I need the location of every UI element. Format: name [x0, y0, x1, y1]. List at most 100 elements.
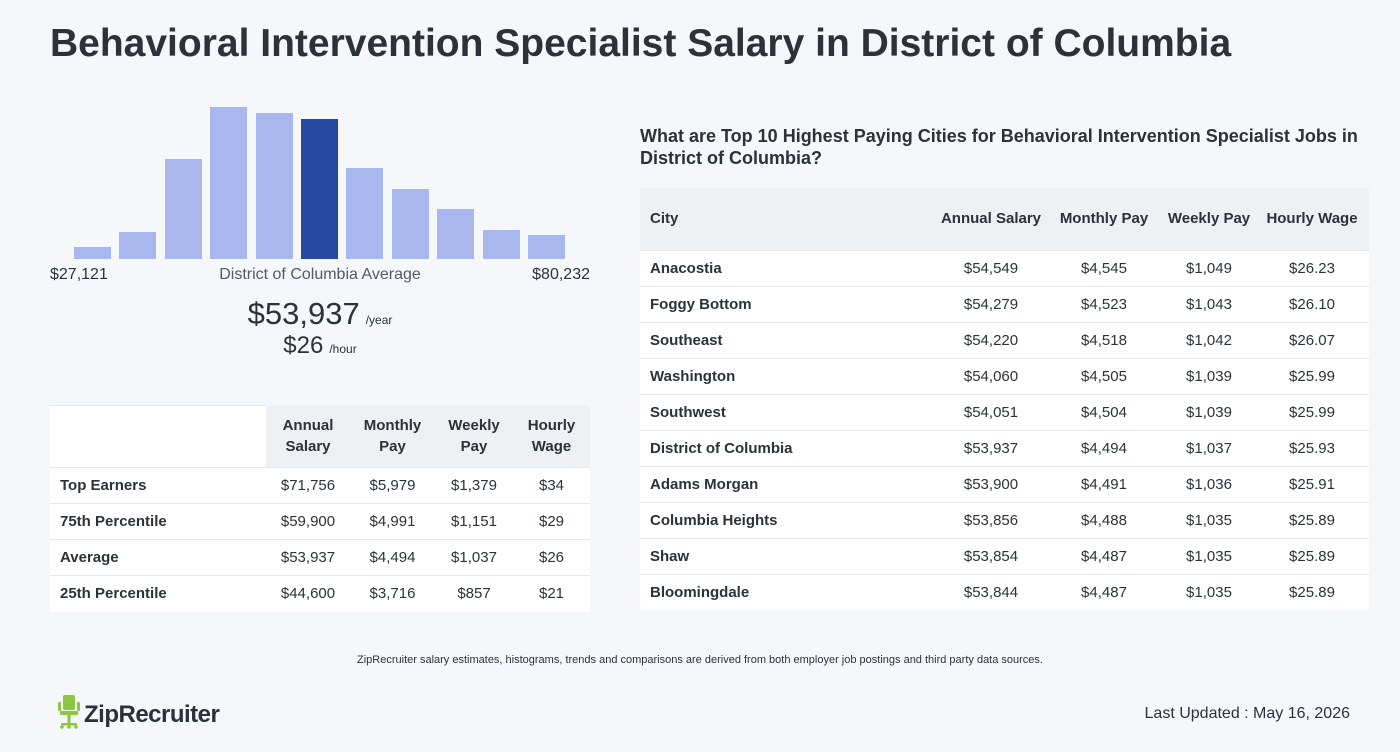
hourly-wage-cell: $25.89 [1255, 501, 1369, 538]
percentile-header-monthly: Monthly Pay [350, 405, 435, 468]
table-row: Washington $54,060 $4,505 $1,039 $25.99 [640, 357, 1369, 394]
hourly-wage-cell: $21 [513, 575, 590, 612]
hourly-wage-cell: $25.89 [1255, 573, 1369, 610]
histogram-bar [301, 119, 338, 259]
monthly-pay-cell: $3,716 [350, 575, 435, 612]
city-name: Southwest [640, 393, 937, 430]
hourly-wage-cell: $26.10 [1255, 285, 1369, 322]
histogram-bar [255, 113, 293, 259]
top-cities-table: City Annual Salary Monthly Pay Weekly Pa… [640, 188, 1369, 610]
average-hourly-wage: $26/hour [0, 332, 640, 360]
monthly-pay-cell: $4,488 [1045, 501, 1163, 538]
weekly-pay-cell: $1,151 [435, 503, 513, 540]
monthly-pay-cell: $4,487 [1045, 537, 1163, 574]
city-name: Adams Morgan [640, 465, 937, 502]
table-row: Anacostia $54,549 $4,545 $1,049 $26.23 [640, 249, 1369, 286]
weekly-pay-cell: $1,043 [1163, 285, 1255, 322]
weekly-pay-cell: $1,039 [1163, 393, 1255, 430]
row-label: 25th Percentile [50, 575, 266, 612]
histogram-bar [482, 230, 520, 259]
hourly-wage-cell: $25.89 [1255, 537, 1369, 574]
hourly-wage-cell: $26.07 [1255, 321, 1369, 358]
table-row: Shaw $53,854 $4,487 $1,035 $25.89 [640, 537, 1369, 574]
table-row: Adams Morgan $53,900 $4,491 $1,036 $25.9… [640, 465, 1369, 502]
table-row: Southwest $54,051 $4,504 $1,039 $25.99 [640, 393, 1369, 430]
cities-header-monthly: Monthly Pay [1045, 188, 1163, 250]
histogram-bar [210, 107, 248, 259]
annual-salary-unit: /year [365, 313, 393, 327]
annual-salary-cell: $53,937 [266, 539, 350, 576]
weekly-pay-cell: $1,035 [1163, 501, 1255, 538]
annual-salary-cell: $59,900 [266, 503, 350, 540]
hourly-wage-cell: $25.99 [1255, 357, 1369, 394]
histogram-bar [391, 189, 429, 259]
page-title: Behavioral Intervention Specialist Salar… [50, 22, 1232, 65]
histogram-bar [346, 168, 384, 259]
monthly-pay-cell: $4,518 [1045, 321, 1163, 358]
chair-icon [58, 695, 80, 734]
hourly-wage-cell: $25.91 [1255, 465, 1369, 502]
weekly-pay-cell: $1,039 [1163, 357, 1255, 394]
annual-salary-cell: $53,856 [937, 501, 1045, 538]
city-name: Shaw [640, 537, 937, 574]
histogram-min-label: $27,121 [50, 266, 108, 283]
hourly-wage-cell: $26 [513, 539, 590, 576]
annual-salary-cell: $54,279 [937, 285, 1045, 322]
monthly-pay-cell: $4,505 [1045, 357, 1163, 394]
hourly-wage-cell: $34 [513, 467, 590, 504]
weekly-pay-cell: $1,036 [1163, 465, 1255, 502]
table-row: 25th Percentile $44,600 $3,716 $857 $21 [50, 575, 590, 612]
monthly-pay-cell: $4,491 [1045, 465, 1163, 502]
histogram-bar [74, 247, 111, 259]
histogram-max-label: $80,232 [532, 266, 590, 283]
table-row: Bloomingdale $53,844 $4,487 $1,035 $25.8… [640, 573, 1369, 610]
table-row: Average $53,937 $4,494 $1,037 $26 [50, 539, 590, 576]
percentile-header-annual: Annual Salary [266, 405, 350, 468]
annual-salary-cell: $54,060 [937, 357, 1045, 394]
weekly-pay-cell: $1,035 [1163, 573, 1255, 610]
city-name: Washington [640, 357, 937, 394]
monthly-pay-cell: $4,504 [1045, 393, 1163, 430]
hourly-wage-unit: /hour [329, 342, 357, 356]
cities-header-city: City [640, 188, 937, 250]
annual-salary-cell: $53,844 [937, 573, 1045, 610]
hourly-wage-cell: $29 [513, 503, 590, 540]
cities-header-annual: Annual Salary [937, 188, 1045, 250]
hourly-wage-cell: $26.23 [1255, 249, 1369, 286]
salary-histogram [50, 95, 590, 259]
ziprecruiter-logo[interactable]: ZipRecruiter [58, 695, 220, 734]
weekly-pay-cell: $1,035 [1163, 537, 1255, 574]
percentile-header-hourly: Hourly Wage [513, 405, 590, 468]
percentile-table: Annual Salary Monthly Pay Weekly Pay Hou… [50, 405, 590, 612]
city-name: District of Columbia [640, 429, 937, 466]
city-name: Columbia Heights [640, 501, 937, 538]
cities-header-weekly: Weekly Pay [1163, 188, 1255, 250]
percentile-header-row: Annual Salary Monthly Pay Weekly Pay Hou… [50, 405, 590, 468]
annual-salary-cell: $54,220 [937, 321, 1045, 358]
weekly-pay-cell: $1,037 [1163, 429, 1255, 466]
annual-salary-cell: $54,549 [937, 249, 1045, 286]
city-name: Southeast [640, 321, 937, 358]
table-row: Columbia Heights $53,856 $4,488 $1,035 $… [640, 501, 1369, 538]
table-row: Foggy Bottom $54,279 $4,523 $1,043 $26.1… [640, 285, 1369, 322]
weekly-pay-cell: $1,042 [1163, 321, 1255, 358]
annual-salary-cell: $53,854 [937, 537, 1045, 574]
histogram-bar [528, 235, 565, 259]
row-label: Top Earners [50, 467, 266, 504]
table-row: Southeast $54,220 $4,518 $1,042 $26.07 [640, 321, 1369, 358]
histogram-bar [437, 209, 475, 259]
cities-header-hourly: Hourly Wage [1255, 188, 1369, 250]
monthly-pay-cell: $4,487 [1045, 573, 1163, 610]
weekly-pay-cell: $1,037 [435, 539, 513, 576]
cities-heading: What are Top 10 Highest Paying Cities fo… [640, 126, 1358, 168]
annual-salary-cell: $53,937 [937, 429, 1045, 466]
weekly-pay-cell: $857 [435, 575, 513, 612]
table-row: District of Columbia $53,937 $4,494 $1,0… [640, 429, 1369, 466]
percentile-header-weekly: Weekly Pay [435, 405, 513, 468]
city-name: Foggy Bottom [640, 285, 937, 322]
city-name: Bloomingdale [640, 573, 937, 610]
weekly-pay-cell: $1,049 [1163, 249, 1255, 286]
hourly-wage-cell: $25.99 [1255, 393, 1369, 430]
annual-salary-cell: $71,756 [266, 467, 350, 504]
hourly-wage-cell: $25.93 [1255, 429, 1369, 466]
